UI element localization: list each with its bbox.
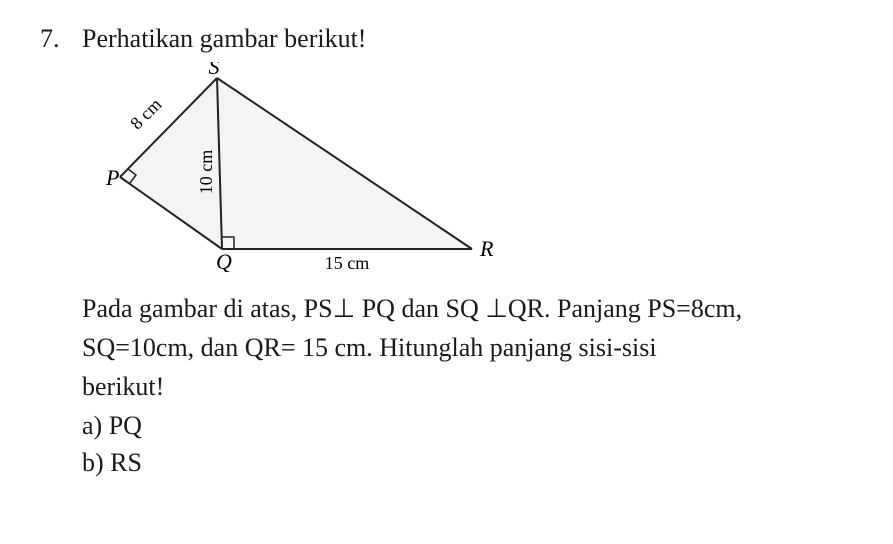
problem-container: 7. Perhatikan gambar berikut! bbox=[40, 24, 853, 481]
description-line-1: Pada gambar di atas, PS⊥ PQ dan SQ ⊥QR. … bbox=[82, 291, 853, 326]
vertex-P-label: P bbox=[105, 165, 119, 190]
description-line-2: SQ=10cm, dan QR= 15 cm. Hitunglah panjan… bbox=[82, 330, 853, 365]
triangle-fill bbox=[120, 78, 472, 249]
label-QR: 15 cm bbox=[325, 253, 370, 272]
vertex-Q-label: Q bbox=[216, 249, 232, 272]
triangle-diagram-svg: P S Q R 8 cm 10 cm 15 cm bbox=[92, 62, 502, 272]
description-line-3: berikut! bbox=[82, 369, 853, 404]
geometry-diagram: P S Q R 8 cm 10 cm 15 cm bbox=[92, 62, 853, 277]
problem-instruction: Perhatikan gambar berikut! bbox=[82, 24, 853, 54]
label-PS: 8 cm bbox=[126, 94, 165, 133]
label-SQ: 10 cm bbox=[196, 150, 216, 195]
problem-body: Perhatikan gambar berikut! bbox=[82, 24, 853, 481]
subquestion-b: b) RS bbox=[82, 445, 853, 481]
vertex-R-label: R bbox=[479, 236, 494, 261]
vertex-S-label: S bbox=[209, 62, 220, 79]
subquestion-a: a) PQ bbox=[82, 408, 853, 444]
problem-number: 7. bbox=[40, 24, 64, 54]
